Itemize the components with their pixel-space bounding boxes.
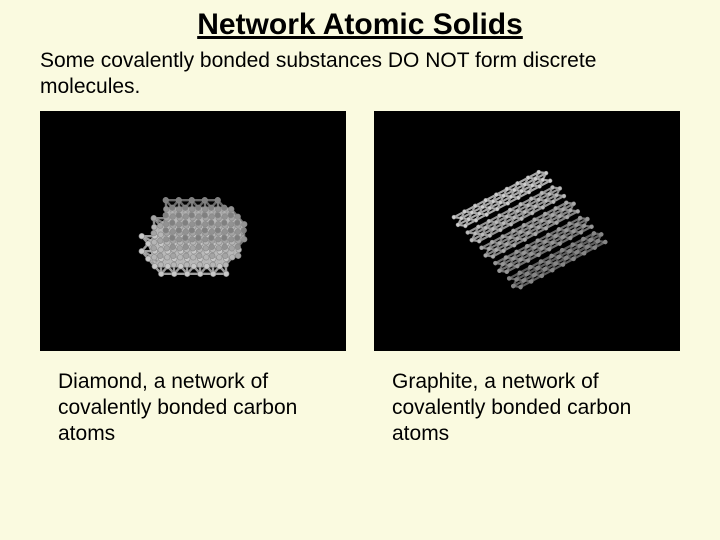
panels-row: Diamond, a network of covalently bonded … xyxy=(0,111,720,448)
diamond-structure-image xyxy=(40,111,346,351)
graphite-caption: Graphite, a network of covalently bonded… xyxy=(374,351,680,448)
graphite-structure-image xyxy=(374,111,680,351)
diamond-caption: Diamond, a network of covalently bonded … xyxy=(40,351,346,448)
page-title: Network Atomic Solids xyxy=(0,0,720,42)
subtitle-text: Some covalently bonded substances DO NOT… xyxy=(0,42,720,111)
right-panel: Graphite, a network of covalently bonded… xyxy=(374,111,680,448)
left-panel: Diamond, a network of covalently bonded … xyxy=(40,111,346,448)
